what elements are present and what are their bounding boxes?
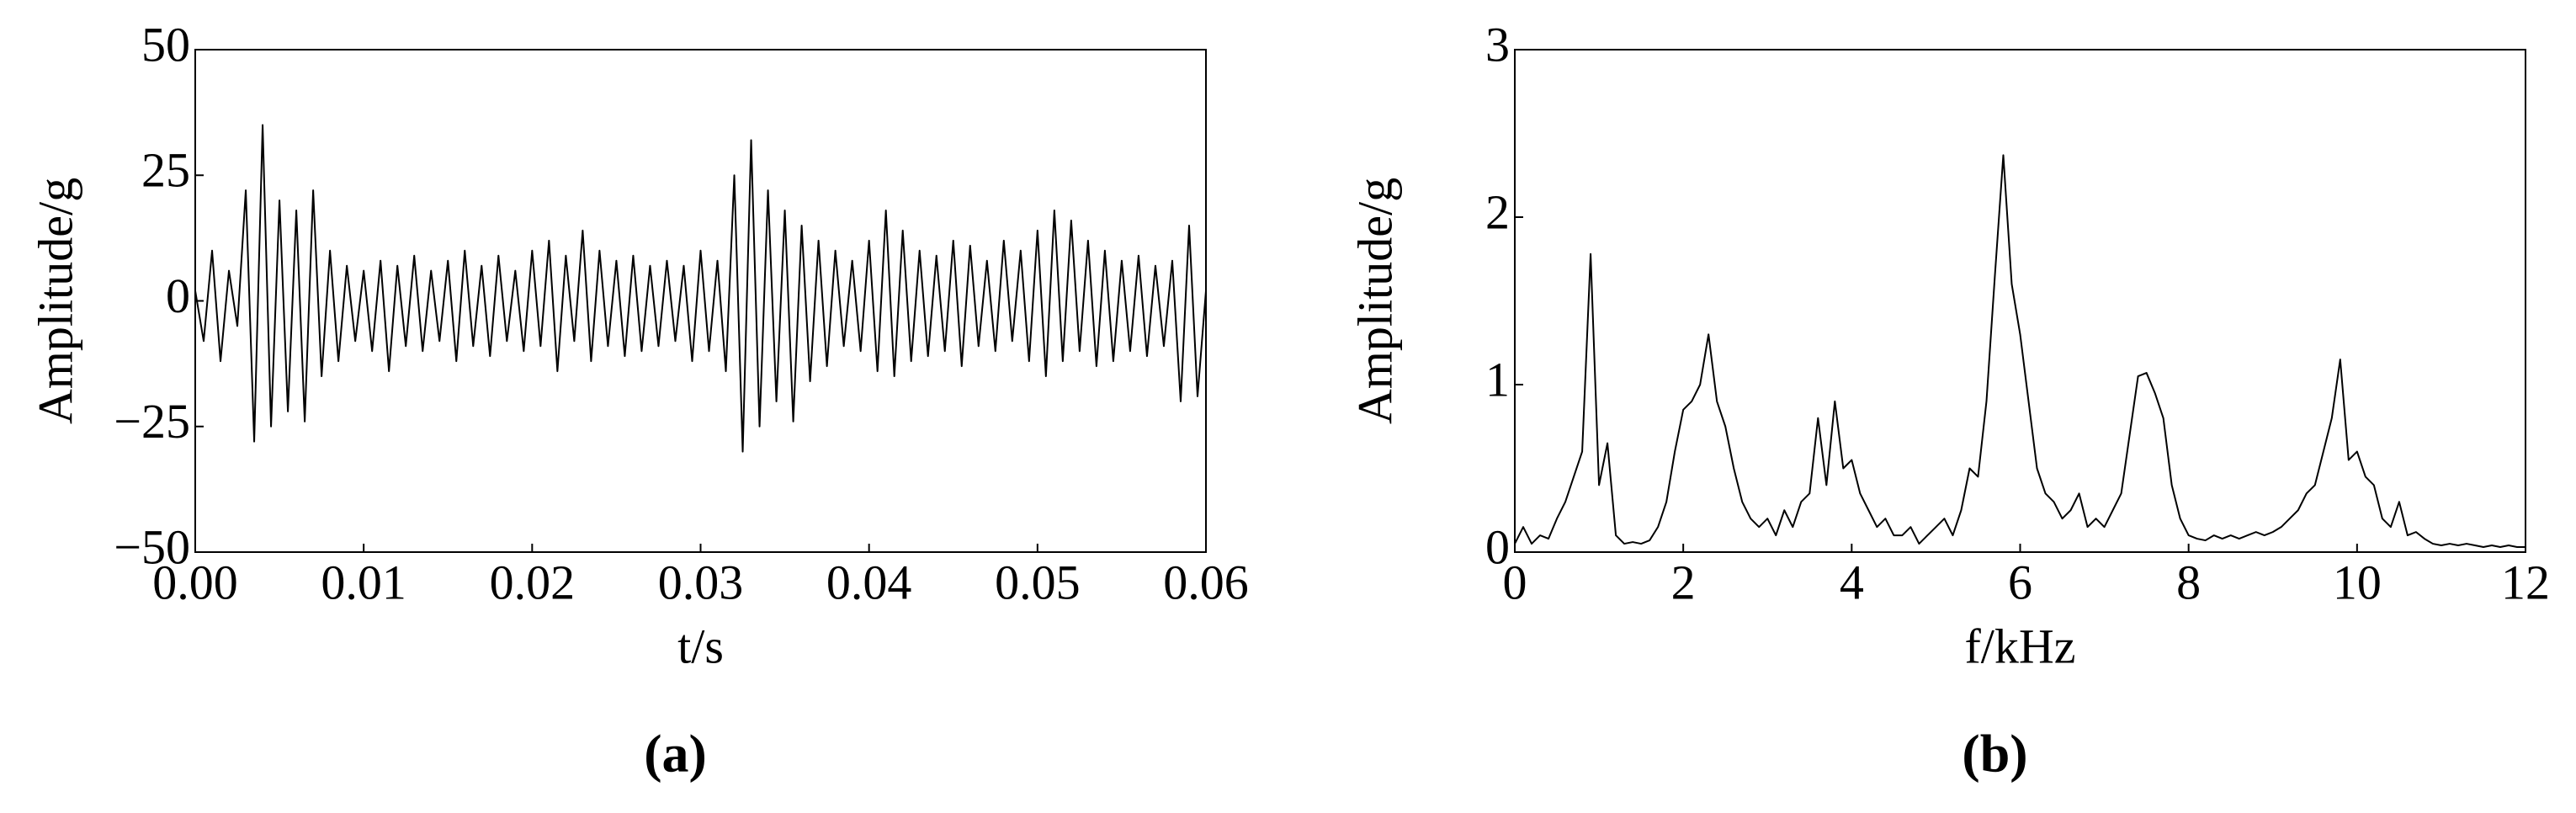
signal-line <box>194 124 1207 453</box>
x-tick-label: 0.02 <box>490 555 576 609</box>
y-tick-label: 3 <box>1485 17 1510 72</box>
y-tick-label: 0 <box>166 268 190 323</box>
plot-frame <box>194 49 1207 553</box>
panel-caption: (a) <box>644 724 707 784</box>
x-tick-label: 10 <box>2333 555 2382 609</box>
x-tick-label: 12 <box>2501 555 2550 609</box>
y-tick-label: 1 <box>1485 352 1510 406</box>
y-tick-label: −25 <box>114 394 190 449</box>
x-tick-label: 8 <box>2176 555 2201 609</box>
x-tick-label: 4 <box>1840 555 1864 609</box>
x-tick-label: 0 <box>1503 555 1527 609</box>
x-tick-label: 2 <box>1671 555 1696 609</box>
y-tick-label: 25 <box>141 143 190 198</box>
y-tick-label: 0 <box>1485 519 1510 574</box>
x-tick-label: 0.04 <box>826 555 912 609</box>
y-axis-label: Amplitude/g <box>1347 178 1402 424</box>
y-axis-label: Amplitude/g <box>28 178 82 424</box>
x-tick-label: 0.03 <box>658 555 744 609</box>
y-tick-label: −50 <box>114 519 190 574</box>
x-axis-label: f/kHz <box>1964 619 2075 673</box>
x-tick-label: 0.00 <box>152 555 238 609</box>
x-tick-label: 0.01 <box>321 555 406 609</box>
x-axis-label: t/s <box>677 619 724 673</box>
plot-frame <box>1514 49 2526 553</box>
x-tick-label: 0.05 <box>995 555 1081 609</box>
signal-line <box>1514 154 2526 549</box>
x-tick-label: 6 <box>2008 555 2032 609</box>
x-tick-label: 0.06 <box>1163 555 1249 609</box>
y-tick-label: 2 <box>1485 184 1510 239</box>
y-tick-label: 50 <box>141 17 190 72</box>
panel-caption: (b) <box>1962 724 2027 784</box>
